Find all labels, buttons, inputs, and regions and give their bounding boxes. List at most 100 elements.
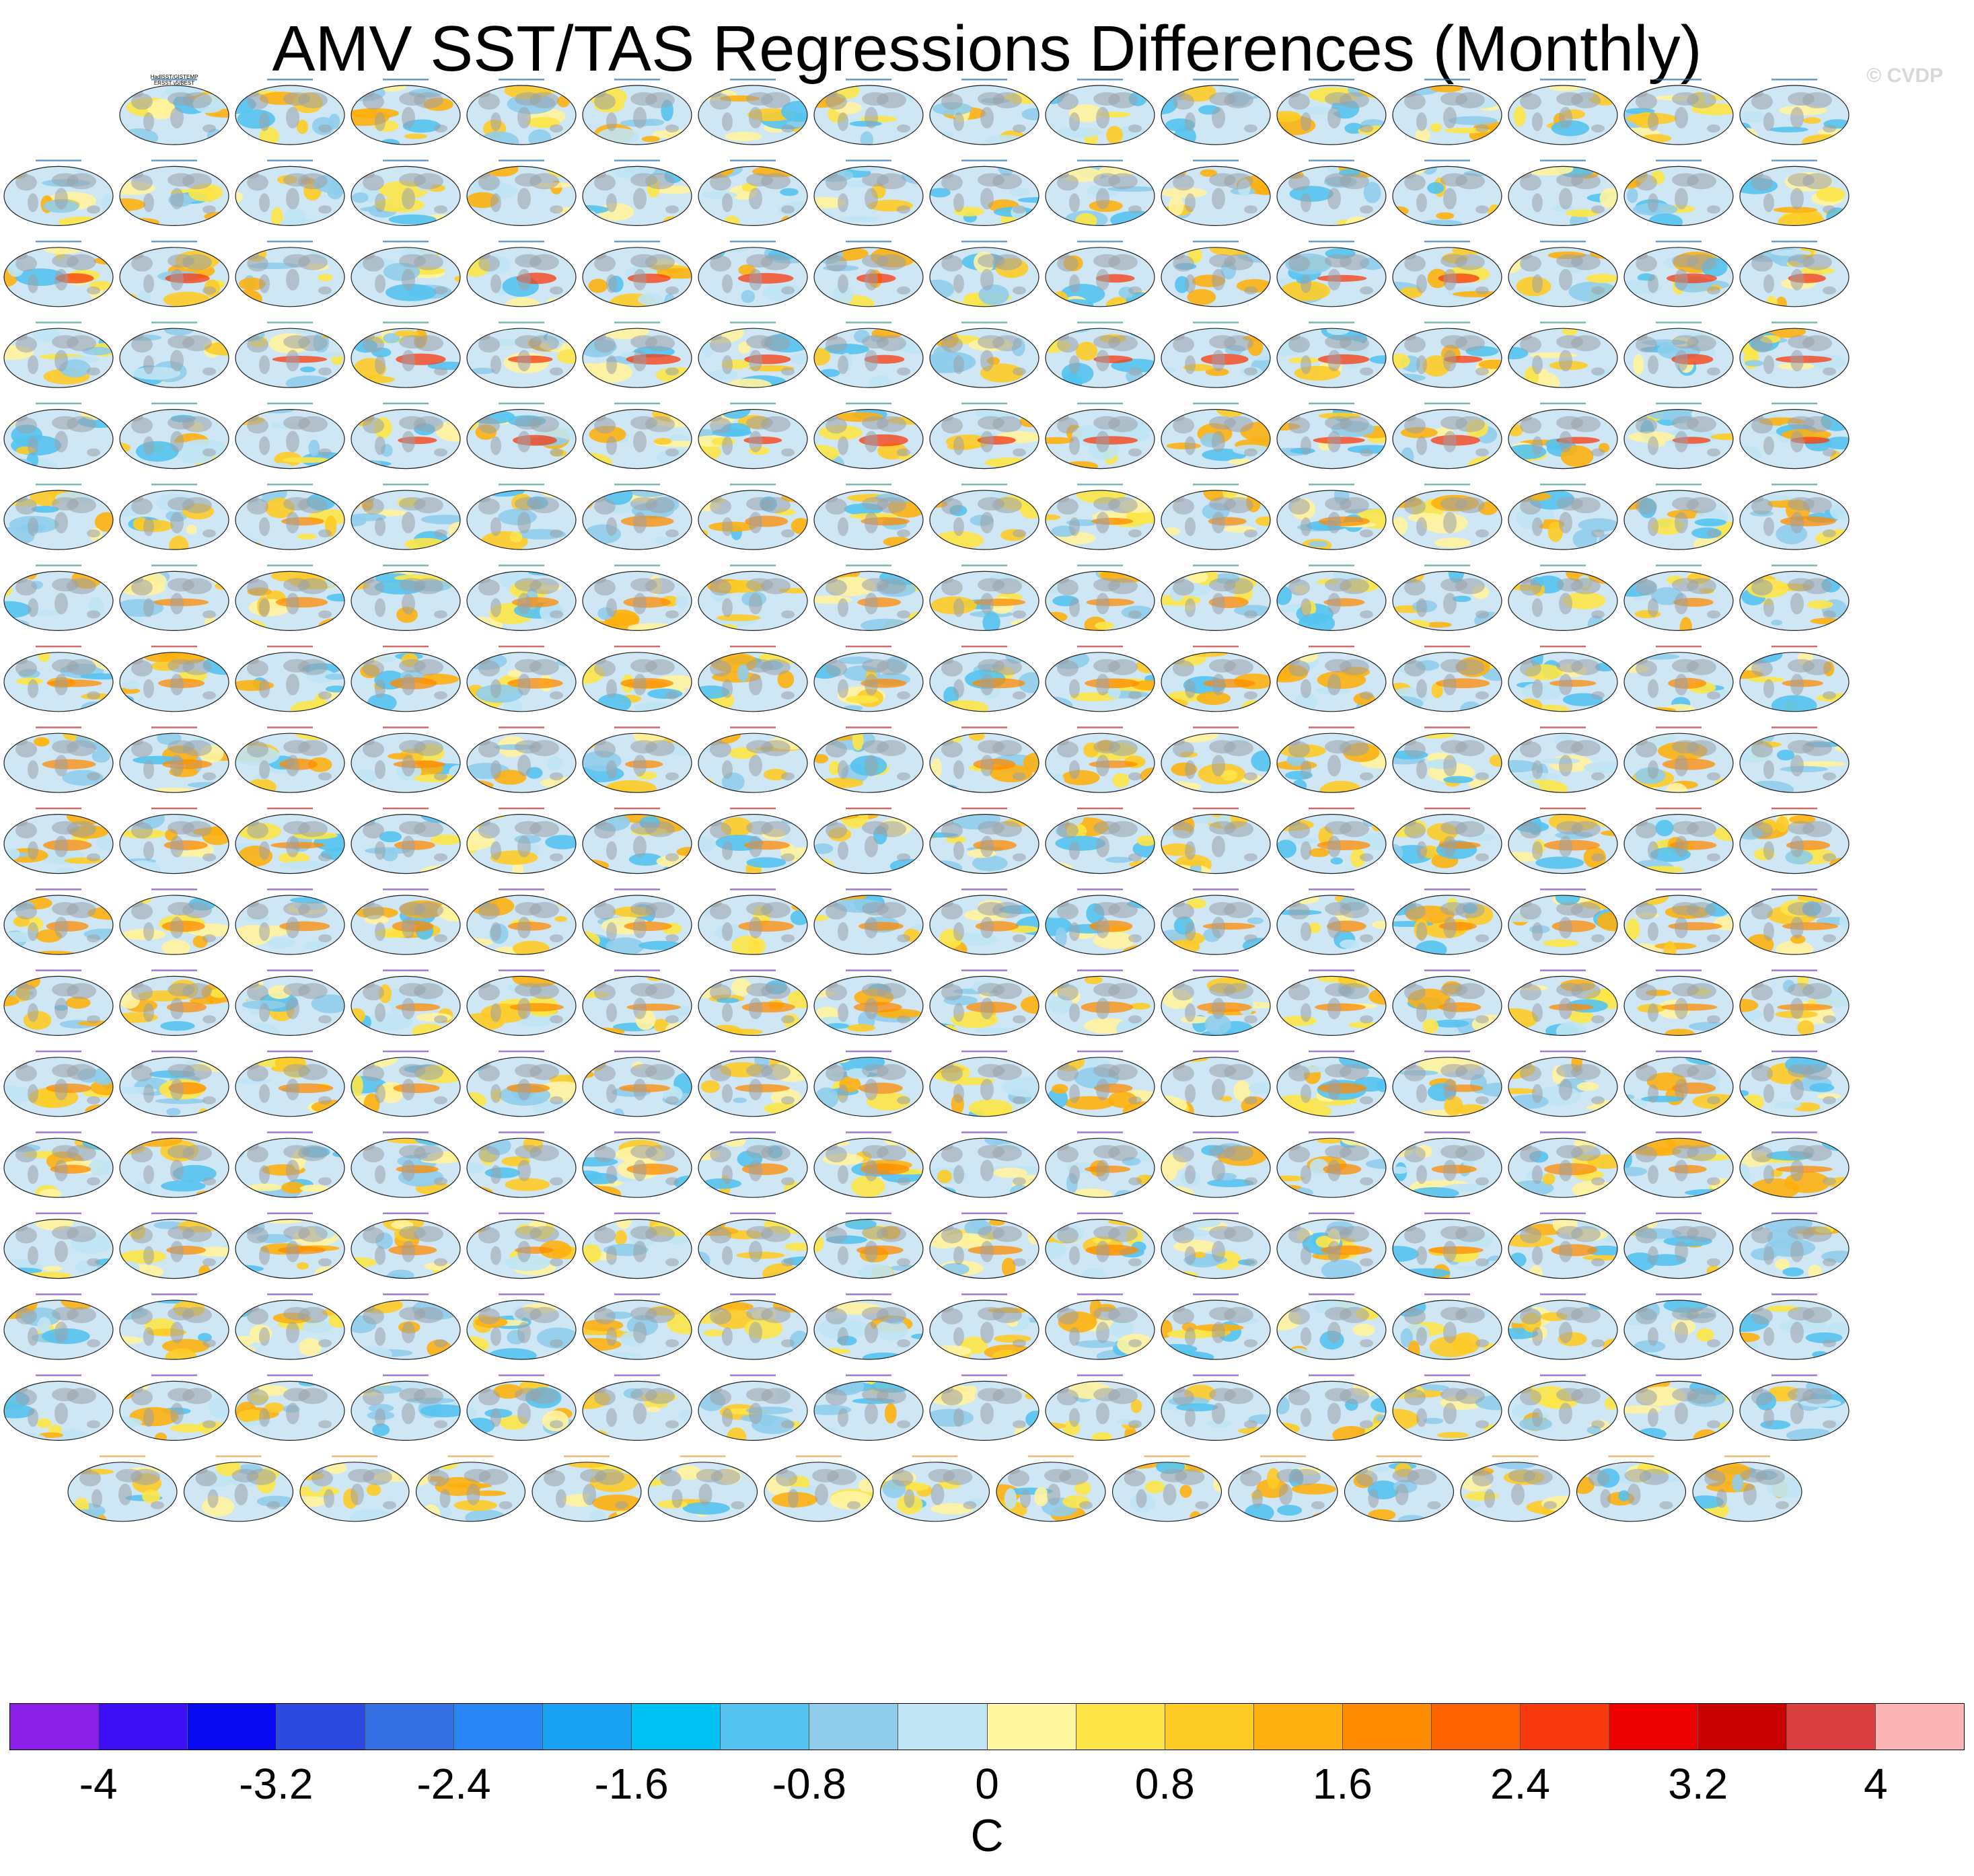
- panel-label-mark: [1771, 484, 1817, 486]
- map-panel: [1739, 484, 1850, 550]
- map-panel: [351, 240, 461, 307]
- map-panel: [119, 484, 229, 550]
- map-panel: [466, 564, 577, 632]
- map-panel: [1161, 889, 1271, 955]
- panel-label-mark: [961, 1131, 1007, 1133]
- map-panel: [929, 322, 1039, 388]
- map-panel: [1392, 645, 1502, 712]
- panel-label-mark: [1077, 159, 1123, 161]
- panel-label-mark: [730, 1131, 776, 1133]
- map-panel: [879, 1455, 990, 1522]
- map-panel: [351, 564, 461, 632]
- panel-label-mark: [1077, 1050, 1123, 1053]
- map-panel: [813, 1212, 924, 1279]
- obs-panel-label: HadISST/GISTEMP ERSST v5/BEST: [150, 74, 198, 86]
- panel-label-mark: [267, 1293, 313, 1296]
- panel-label-mark: [730, 1212, 776, 1215]
- colorbar-tick-label: 0.8: [1134, 1760, 1195, 1808]
- panel-label-mark: [961, 726, 1007, 728]
- map-panel: [235, 1293, 345, 1360]
- panel-label-mark: [614, 564, 660, 566]
- panel-label-mark: [1193, 564, 1239, 566]
- panel-label-mark: [1077, 1374, 1123, 1376]
- map-panel: [466, 240, 577, 307]
- panel-label-mark: [614, 159, 660, 161]
- panel-label-mark: [499, 159, 544, 161]
- panel-label-mark: [1540, 889, 1586, 891]
- map-panel: [1045, 1374, 1155, 1441]
- panel-label-mark: [383, 564, 429, 566]
- panel-label-mark: [1656, 969, 1702, 971]
- panel-label-mark: [1424, 322, 1470, 324]
- colorbar-box: [1520, 1704, 1609, 1750]
- panel-label-mark: [730, 159, 776, 161]
- panel-label-mark: [1424, 726, 1470, 728]
- colorbar-box: [99, 1704, 188, 1750]
- map-panel: [119, 807, 229, 874]
- panel-label-mark: [614, 240, 660, 243]
- map-panel: [1392, 484, 1502, 550]
- map-panel: [351, 79, 461, 145]
- map-panel: [698, 1293, 808, 1360]
- panel-label-mark: [1608, 1455, 1654, 1458]
- panel-label-mark: [1656, 484, 1702, 486]
- colorbar-box: [632, 1704, 721, 1750]
- map-panel: [929, 807, 1039, 874]
- map-panel: [466, 969, 577, 1037]
- map-panel: [235, 159, 345, 226]
- map-panel: [466, 1212, 577, 1279]
- map-panel: [813, 1050, 924, 1117]
- panel-label-mark: [1771, 1374, 1817, 1376]
- map-panel: [119, 79, 229, 145]
- map-panel: [929, 1212, 1039, 1279]
- map-panel: [1392, 1374, 1502, 1441]
- map-panel: [351, 402, 461, 470]
- panel-label-mark: [151, 1131, 197, 1133]
- map-panel: [119, 322, 229, 388]
- panel-label-mark: [796, 1455, 842, 1458]
- panel-label-mark: [36, 1212, 81, 1215]
- map-panel: [698, 159, 808, 226]
- map-panel: [3, 1050, 114, 1117]
- panel-label-mark: [499, 969, 544, 971]
- panel-label-mark: [267, 1131, 313, 1133]
- panel-label-mark: [1540, 240, 1586, 243]
- colorbar-box: [1431, 1704, 1521, 1750]
- map-panel: [698, 645, 808, 712]
- map-panel: [1460, 1455, 1570, 1522]
- map-panel: [813, 564, 924, 632]
- map-panel: [1508, 969, 1618, 1037]
- panel-label-mark: [1309, 969, 1354, 971]
- panel-label-mark: [961, 807, 1007, 810]
- map-panel: [466, 1131, 577, 1198]
- map-panel: [1276, 807, 1387, 874]
- panel-label-mark: [447, 1455, 494, 1458]
- panel-label-mark: [1193, 402, 1239, 405]
- panel-label-mark: [151, 1212, 197, 1215]
- map-panel: [119, 645, 229, 712]
- panel-label-mark: [1656, 726, 1702, 728]
- panel-label-mark: [1193, 889, 1239, 891]
- panel-label-mark: [1309, 402, 1354, 405]
- colorbar-tick-label: -3.2: [239, 1760, 314, 1808]
- map-panel: [698, 1050, 808, 1117]
- panel-label-mark: [36, 1050, 81, 1053]
- map-panel: [813, 889, 924, 955]
- map-panel: [67, 1455, 178, 1522]
- map-panel: [466, 807, 577, 874]
- map-panel: [466, 402, 577, 470]
- map-panel: [235, 807, 345, 874]
- panel-label-mark: [267, 1374, 313, 1376]
- colorbar-unit-label: C: [970, 1810, 1004, 1861]
- panel-label-mark: [1144, 1455, 1190, 1458]
- map-panel: [466, 79, 577, 145]
- map-panel: [929, 889, 1039, 955]
- panel-label-mark: [383, 889, 429, 891]
- map-panel: [813, 726, 924, 793]
- panel-label-mark: [564, 1455, 610, 1458]
- panel-label-mark: [1540, 1212, 1586, 1215]
- colorbar-box: [1342, 1704, 1432, 1750]
- map-panel: [1276, 240, 1387, 307]
- panel-label-mark: [730, 564, 776, 566]
- map-panel: [698, 564, 808, 632]
